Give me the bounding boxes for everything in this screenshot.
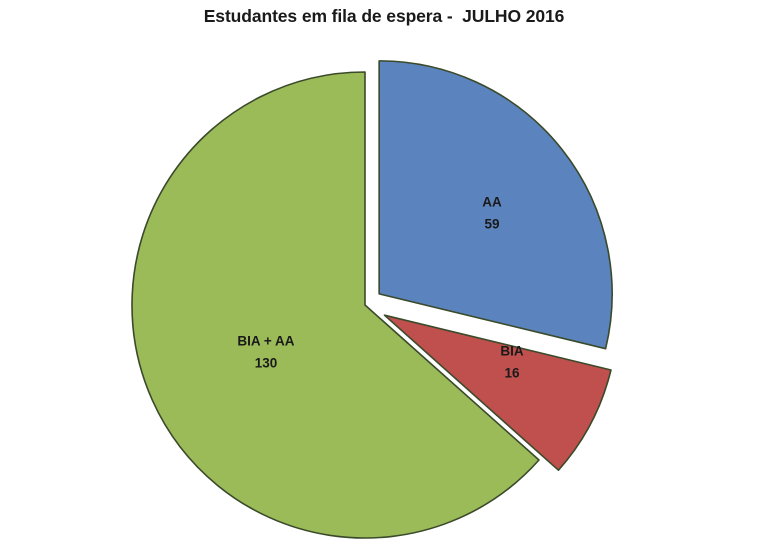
pie-slices-group <box>131 60 613 539</box>
slice-label-name-1: AA <box>482 195 502 210</box>
pie-slice-bia[interactable] <box>383 314 612 472</box>
pie-slice-bia-aa[interactable] <box>131 71 540 539</box>
slice-label-name-3: BIA + AA <box>237 334 294 349</box>
pie-labels-group: AA 59 BIA 16 BIA + AA 130 <box>237 195 523 381</box>
slice-label-value-3: 130 <box>255 356 278 371</box>
slice-label-value-1: 59 <box>484 217 499 232</box>
slice-label-name-2: BIA <box>500 344 524 359</box>
pie-slice-aa[interactable] <box>378 60 613 350</box>
slice-label-value-2: 16 <box>504 366 520 381</box>
chart-title: Estudantes em fila de espera - JULHO 201… <box>203 6 565 26</box>
